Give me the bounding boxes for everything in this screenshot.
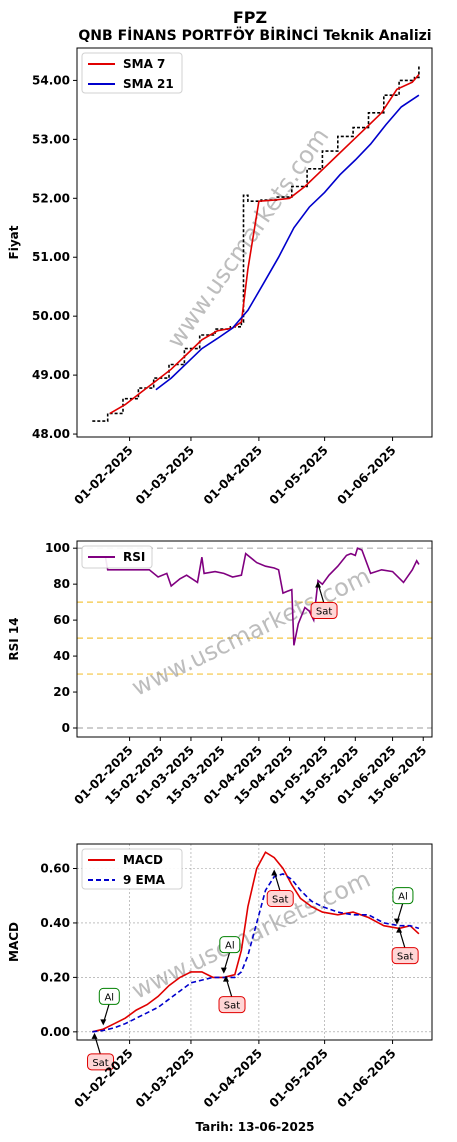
annotation-box [391, 947, 419, 965]
y-tick-label: 0.20 [40, 970, 70, 984]
y-tick-label: 0.60 [40, 862, 70, 876]
sell-signal-label: Sat [224, 1001, 240, 1012]
9-ema-series-line [92, 873, 420, 1033]
macd-series-line [92, 851, 420, 1033]
annotation-box [219, 936, 241, 954]
x-tick-label: 01-04-2025 [201, 1046, 265, 1110]
y-tick-label: 80 [53, 577, 70, 591]
y-tick-label: 60 [53, 613, 70, 627]
x-tick-label: 01-04-2025 [201, 443, 265, 507]
annotation-arrowhead [315, 581, 322, 588]
y-tick-label: 40 [53, 649, 70, 663]
y-tick-label: 0.00 [40, 1025, 70, 1039]
legend-label: RSI [123, 550, 145, 564]
price-panel: www.uscmarkets.com 48.00 49.00 50.00 51.00 52… [7, 47, 433, 507]
plot-frame [76, 540, 433, 738]
sell-signal-label: Sat [397, 952, 413, 963]
annotation-arrowhead [223, 975, 230, 982]
annotation-box [310, 602, 338, 620]
price-series-line [92, 65, 420, 422]
y-tick-label: 54.00 [32, 73, 70, 87]
rsi-panel: www.uscmarkets.comSat02040608010001-02-2… [7, 540, 433, 807]
legend-label: SMA 21 [123, 77, 174, 91]
date-footer: Tarih: 13-06-2025 [195, 1120, 314, 1134]
y-tick-label: 20 [53, 685, 70, 699]
watermark-text: www.uscmarkets.com [161, 123, 334, 354]
y-tick-label: 50.00 [32, 309, 70, 323]
y-tick-label: 52.00 [32, 191, 70, 205]
sell-signal-label: Sat [92, 1058, 108, 1069]
watermark-text: www.uscmarkets.com [127, 562, 375, 702]
annotation-arrowhead [220, 967, 227, 974]
buy-signal-label: Al [225, 941, 235, 952]
plot-frame [76, 47, 433, 438]
legend-label: SMA 7 [123, 57, 165, 71]
annotation-box [87, 1053, 115, 1071]
annotation-arrowhead [393, 918, 400, 925]
annotation-arrowhead [396, 926, 403, 933]
annotation-box [266, 890, 294, 907]
y-tick-label: 100 [45, 541, 70, 555]
plot-frame [76, 843, 433, 1041]
annotation-box [392, 887, 414, 905]
sell-signal-label: Sat [272, 895, 288, 906]
legend-label: 9 EMA [123, 873, 166, 887]
sma-21-series-line [155, 94, 420, 391]
legend-box [81, 545, 153, 569]
y-axis-label: MACD [7, 922, 21, 962]
legend-label: MACD [123, 853, 163, 867]
annotation-arrowhead [271, 869, 278, 876]
y-axis-label: RSI 14 [7, 617, 21, 660]
annotation-arrowhead [100, 1019, 107, 1026]
y-tick-label: 49.00 [32, 368, 70, 382]
x-tick-label: 01-03-2025 [133, 443, 197, 507]
y-tick-label: 0.40 [40, 916, 70, 930]
x-tick-label: 01-06-2025 [334, 443, 398, 507]
y-axis-label: Fiyat [7, 225, 21, 259]
y-tick-label: 53.00 [32, 132, 70, 146]
x-tick-label: 01-05-2025 [267, 443, 331, 507]
figure-title: FPZ [233, 8, 267, 27]
rsi-series-line [92, 547, 420, 646]
sma-7-series-line [109, 73, 420, 415]
annotation-box [218, 996, 246, 1014]
sell-signal-label: Sat [316, 607, 332, 618]
y-tick-label: 51.00 [32, 250, 70, 264]
x-tick-label: 01-05-2025 [267, 1046, 331, 1110]
annotation-arrowhead [91, 1032, 98, 1039]
x-tick-label: 01-02-2025 [72, 443, 136, 507]
annotation-box [98, 987, 120, 1005]
y-tick-label: 0 [62, 721, 70, 735]
figure-subtitle: QNB FİNANS PORTFÖY BİRİNCİ Teknik Analiz… [78, 26, 431, 44]
buy-signal-label: Al [104, 992, 114, 1003]
x-tick-label: 01-03-2025 [133, 1046, 197, 1110]
x-tick-label: 01-06-2025 [334, 1046, 398, 1110]
buy-signal-label: Al [398, 892, 408, 903]
y-tick-label: 48.00 [32, 427, 70, 441]
